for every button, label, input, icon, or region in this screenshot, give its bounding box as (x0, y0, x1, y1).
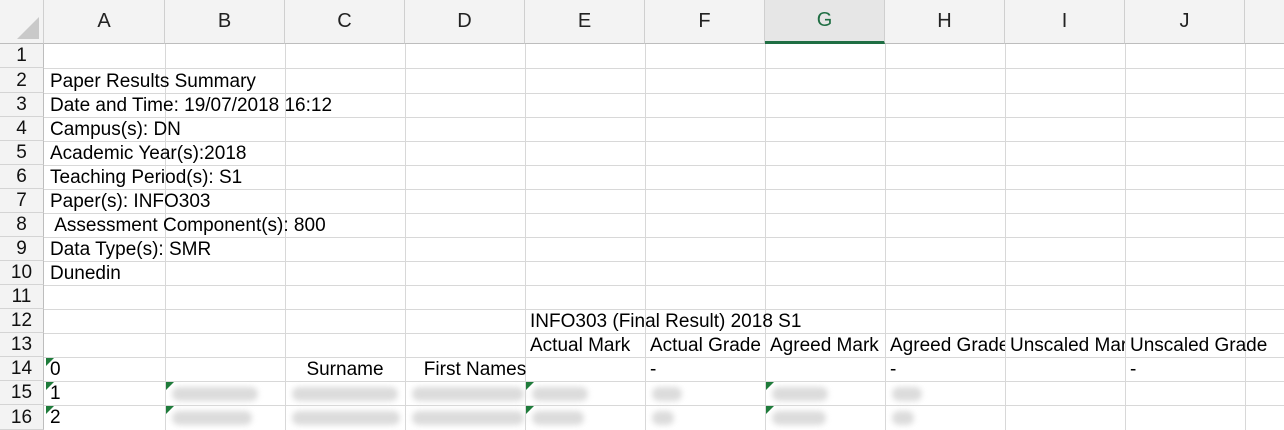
grid-line (44, 213, 1284, 214)
grid-line (44, 357, 1284, 358)
cell-d14[interactable]: First Names (423, 359, 527, 380)
column-header-j[interactable]: J (1125, 0, 1245, 44)
row-header-9[interactable]: 9 (0, 237, 44, 261)
row-header-10[interactable]: 10 (0, 261, 44, 285)
cell-h13[interactable]: Agreed Grade (890, 335, 1005, 356)
cell-a4[interactable]: Campus(s): DN (50, 119, 181, 140)
redacted-actual-mark[interactable] (532, 411, 584, 425)
error-indicator-icon[interactable] (46, 406, 54, 414)
cell-a2[interactable]: Paper Results Summary (50, 71, 256, 92)
column-header-f[interactable]: F (645, 0, 765, 44)
error-indicator-icon[interactable] (166, 382, 174, 390)
cell-j14[interactable]: - (1130, 359, 1137, 380)
grid-line (44, 165, 1284, 166)
grid-line (44, 117, 1284, 118)
redacted-agreed-grade[interactable] (892, 387, 922, 401)
row-header-2[interactable]: 2 (0, 68, 44, 93)
grid-line (44, 405, 1284, 406)
row-header-11[interactable]: 11 (0, 285, 44, 309)
redacted-student-id[interactable] (172, 411, 252, 425)
grid-line (44, 189, 1284, 190)
column-header-i[interactable]: I (1005, 0, 1125, 44)
redacted-student-id[interactable] (172, 387, 258, 401)
error-indicator-icon[interactable] (766, 382, 774, 390)
column-header-c[interactable]: C (285, 0, 405, 44)
cell-a5[interactable]: Academic Year(s):2018 (50, 143, 247, 164)
cell-a3[interactable]: Date and Time: 19/07/2018 16:12 (50, 95, 333, 116)
column-header-e[interactable]: E (525, 0, 645, 44)
cell-a15[interactable]: 1 (50, 383, 61, 404)
select-all-triangle-icon (17, 17, 39, 39)
row-header-3[interactable]: 3 (0, 93, 44, 117)
column-header-b[interactable]: B (165, 0, 285, 44)
row-header-8[interactable]: 8 (0, 213, 44, 237)
cell-f13[interactable]: Actual Grade (650, 335, 761, 356)
cell-g13[interactable]: Agreed Mark (770, 335, 879, 356)
select-all-corner[interactable] (0, 0, 44, 44)
cell-a16[interactable]: 2 (50, 407, 61, 428)
cell-a14[interactable]: 0 (50, 359, 61, 380)
cell-e13[interactable]: Actual Mark (530, 335, 631, 356)
row-header-7[interactable]: 7 (0, 189, 44, 213)
cell-a6[interactable]: Teaching Period(s): S1 (50, 167, 243, 188)
grid-line (44, 141, 1284, 142)
column-header-d[interactable]: D (405, 0, 525, 44)
grid-line (44, 285, 1284, 286)
row-header-15[interactable]: 15 (0, 381, 44, 405)
error-indicator-icon[interactable] (166, 406, 174, 414)
redacted-first-names[interactable] (412, 411, 524, 425)
redacted-actual-grade[interactable] (652, 387, 682, 401)
row-header-12[interactable]: 12 (0, 309, 44, 333)
error-indicator-icon[interactable] (526, 406, 534, 414)
error-indicator-icon[interactable] (46, 382, 54, 390)
error-indicator-icon[interactable] (46, 358, 54, 366)
redacted-actual-grade[interactable] (652, 411, 674, 425)
redacted-first-names[interactable] (412, 387, 524, 401)
redacted-actual-mark[interactable] (532, 387, 588, 401)
column-header-k-partial[interactable] (1245, 0, 1284, 44)
grid-line (44, 68, 1284, 69)
cell-c14[interactable]: Surname (306, 359, 384, 380)
redacted-surname[interactable] (292, 411, 400, 425)
cell-h14[interactable]: - (890, 359, 897, 380)
cell-a9[interactable]: Data Type(s): SMR (50, 239, 212, 260)
column-header-h[interactable]: H (885, 0, 1005, 44)
row-header-5[interactable]: 5 (0, 141, 44, 165)
grid-line (44, 381, 1284, 382)
row-header-14[interactable]: 14 (0, 357, 44, 381)
row-header-16[interactable]: 16 (0, 405, 44, 430)
error-indicator-icon[interactable] (526, 382, 534, 390)
cell-i13[interactable]: Unscaled Mark (1010, 335, 1125, 356)
grid-line (44, 93, 1284, 94)
column-header-g[interactable]: G (765, 0, 885, 44)
row-header-4[interactable]: 4 (0, 117, 44, 141)
cell-a10[interactable]: Dunedin (50, 263, 121, 284)
grid-line (44, 237, 1284, 238)
cell-e12[interactable]: INFO303 (Final Result) 2018 S1 (530, 311, 802, 332)
cell-f14[interactable]: - (650, 359, 657, 380)
cell-a7[interactable]: Paper(s): INFO303 (50, 191, 211, 212)
row-header-6[interactable]: 6 (0, 165, 44, 189)
error-indicator-icon[interactable] (766, 406, 774, 414)
grid-line (44, 309, 1284, 310)
redacted-agreed-mark[interactable] (772, 387, 828, 401)
cell-a8[interactable]: Assessment Component(s): 800 (50, 215, 326, 236)
cell-j13[interactable]: Unscaled Grade (1130, 335, 1268, 356)
redacted-agreed-grade[interactable] (892, 411, 914, 425)
grid-line (44, 261, 1284, 262)
grid-line (44, 333, 1284, 334)
row-header-13[interactable]: 13 (0, 333, 44, 357)
redacted-agreed-mark[interactable] (772, 411, 826, 425)
column-header-a[interactable]: A (44, 0, 165, 44)
row-header-1[interactable]: 1 (0, 44, 44, 68)
redacted-surname[interactable] (292, 387, 398, 401)
